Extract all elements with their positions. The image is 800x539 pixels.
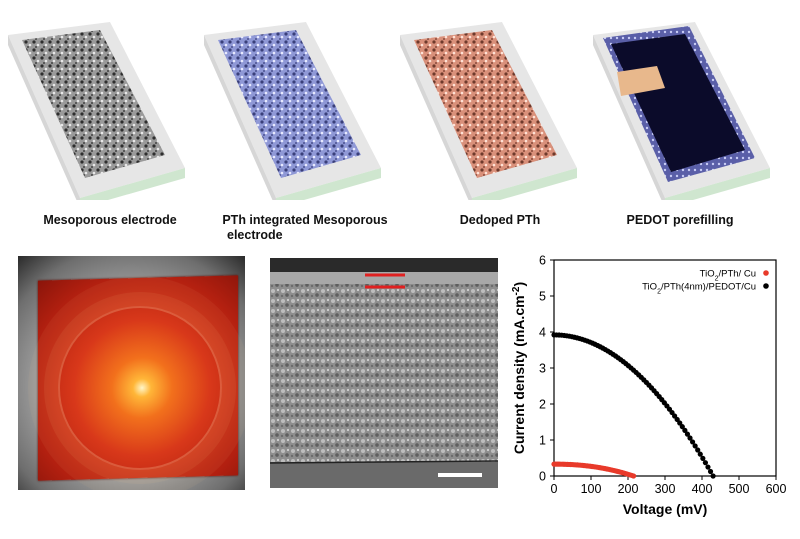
x-tick-label: 500	[729, 482, 750, 496]
x-tick-label: 400	[692, 482, 713, 496]
series-black-point	[697, 451, 703, 457]
series-black-point	[684, 431, 691, 437]
caption-pth-integrated-electrode: PTh integrated Mesoporous electrode	[205, 213, 405, 243]
caption-pth-line1: PTh integrated Mesoporous	[222, 213, 388, 227]
x-tick-label: 600	[766, 482, 787, 496]
series-black-point	[677, 420, 683, 426]
x-tick-label: 200	[618, 482, 639, 496]
series-black-point	[705, 464, 711, 470]
mesoporous-electrode-illustration	[8, 22, 185, 200]
series-black-point	[710, 473, 716, 479]
pedot-porefilling-illustration	[593, 22, 770, 200]
y-tick-label: 1	[539, 434, 546, 448]
series-red-point	[630, 473, 637, 479]
caption-dedoped-pth: Dedoped PTh	[459, 213, 541, 227]
y-tick-label: 4	[539, 326, 546, 340]
sem-cross-section-image	[270, 258, 498, 488]
series-black-point	[679, 424, 685, 430]
series-black-point	[687, 435, 693, 441]
device-photograph	[18, 256, 245, 490]
legend-entry-label: TiO2/PTh/ Cu	[700, 269, 756, 283]
y-tick-label: 0	[539, 470, 546, 484]
dedoped-pth-illustration	[400, 22, 577, 200]
series-black-point	[702, 460, 709, 466]
y-tick-label: 6	[539, 254, 546, 268]
y-axis-label: Current density (mA.cm-2)	[511, 282, 528, 454]
x-tick-label: 100	[581, 482, 602, 496]
legend-marker	[763, 270, 769, 276]
series-black-point	[682, 427, 688, 433]
x-tick-label: 300	[655, 482, 676, 496]
legend-marker	[763, 283, 769, 289]
device-reflection-rings	[58, 306, 222, 470]
y-tick-label: 5	[539, 290, 546, 304]
series-black-point	[707, 468, 714, 475]
y-tick-label: 2	[539, 398, 546, 412]
jv-chart-svg: 0 100 200 300 400 500 600 0 1 2 3 4 5 6 Voltage (mV) Cu…	[511, 254, 787, 518]
x-axis-label: Voltage (mV)	[623, 501, 708, 517]
x-tick-label: 0	[551, 482, 558, 496]
caption-pedot-porefilling: PEDOT porefilling	[626, 213, 734, 227]
pth-integrated-electrode-illustration	[204, 22, 381, 200]
series-black-point	[692, 443, 698, 449]
y-tick-label: 3	[539, 362, 546, 376]
legend-entry-label: TiO2/PTh(4nm)/PEDOT/Cu	[642, 282, 756, 296]
series-black-point	[689, 439, 696, 445]
caption-mesoporous-electrode: Mesoporous electrode	[43, 213, 177, 227]
caption-pth-line2: electrode	[227, 228, 283, 242]
series-black-point	[695, 447, 701, 453]
series-black-point	[700, 455, 706, 461]
jv-curve-chart: 0 100 200 300 400 500 600 0 1 2 3 4 5 6 Voltage (mV) Cu…	[498, 248, 800, 534]
